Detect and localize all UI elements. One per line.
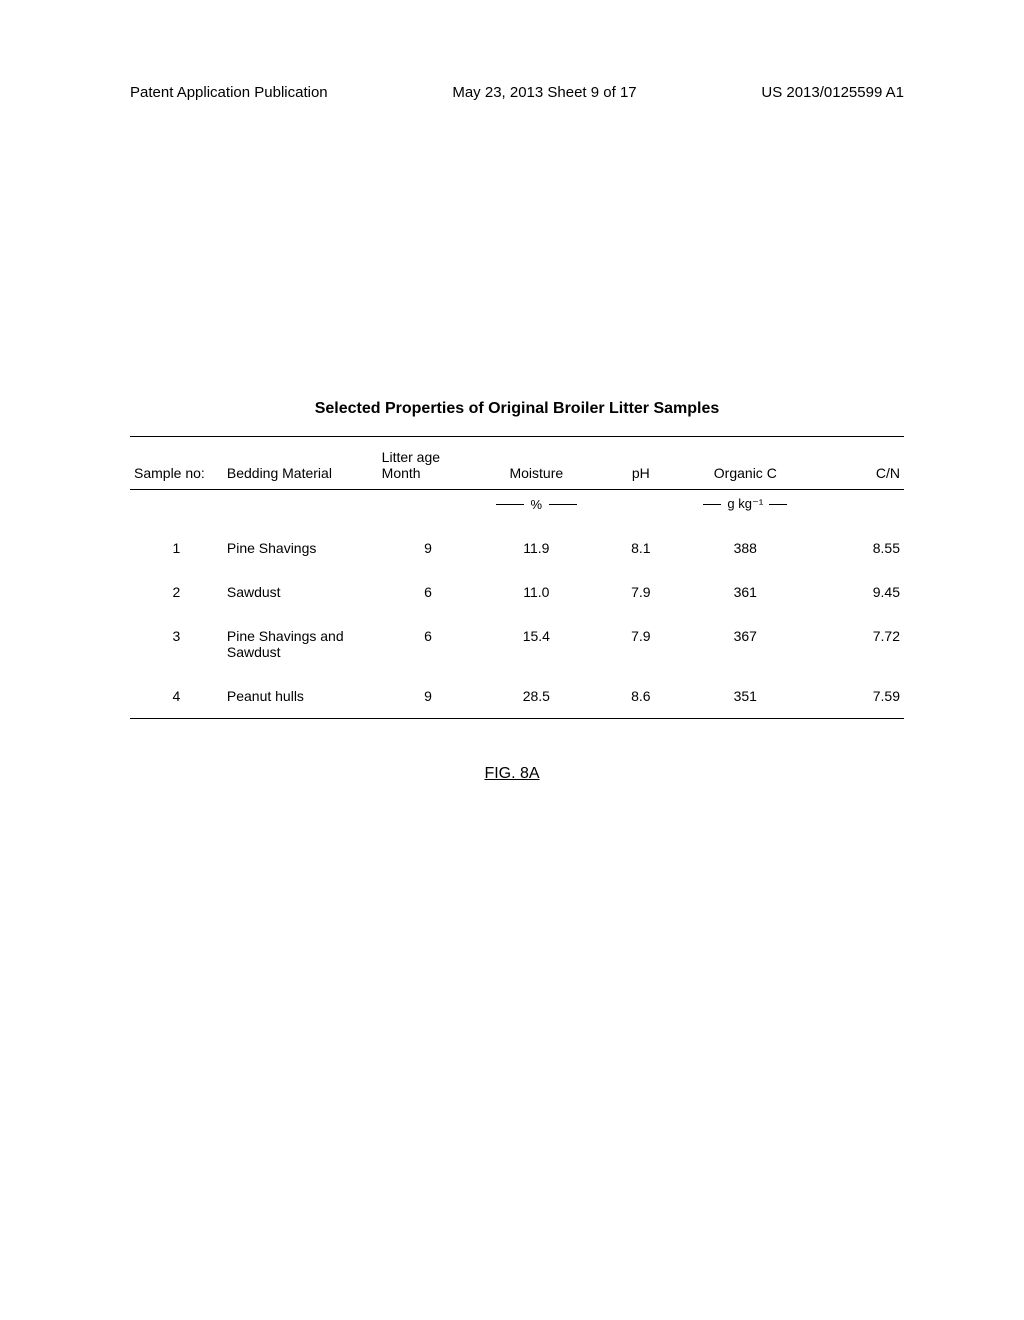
cell-cn: 7.72	[803, 614, 904, 674]
cell-cn: 8.55	[803, 526, 904, 570]
cell-organic: 351	[687, 674, 803, 719]
cell-moisture: 15.4	[478, 614, 594, 674]
cell-ph: 7.9	[594, 614, 687, 674]
figure-label: FIG. 8A	[0, 765, 1024, 783]
header-publication: Patent Application Publication	[130, 84, 328, 101]
cell-bedding: Sawdust	[223, 570, 378, 614]
unit-moisture: %	[531, 497, 543, 512]
cell-bedding: Pine Shavings	[223, 526, 378, 570]
cell-organic: 367	[687, 614, 803, 674]
table-container: Selected Properties of Original Broiler …	[130, 400, 904, 719]
page-header: Patent Application Publication May 23, 2…	[0, 84, 1024, 101]
cell-cn: 9.45	[803, 570, 904, 614]
cell-bedding: Pine Shavings and Sawdust	[223, 614, 378, 674]
cell-age: 9	[378, 526, 479, 570]
cell-sample-no: 1	[130, 526, 223, 570]
cell-moisture: 11.0	[478, 570, 594, 614]
table-row: 4 Peanut hulls 9 28.5 8.6 351 7.59	[130, 674, 904, 719]
col-header-bedding: Bedding Material	[223, 437, 378, 490]
cell-bedding: Peanut hulls	[223, 674, 378, 719]
cell-organic: 361	[687, 570, 803, 614]
cell-age: 6	[378, 614, 479, 674]
properties-table: Sample no: Bedding Material Litter age M…	[130, 436, 904, 719]
header-date-sheet: May 23, 2013 Sheet 9 of 17	[452, 84, 636, 101]
cell-ph: 7.9	[594, 570, 687, 614]
table-row: 3 Pine Shavings and Sawdust 6 15.4 7.9 3…	[130, 614, 904, 674]
cell-ph: 8.1	[594, 526, 687, 570]
cell-age: 6	[378, 570, 479, 614]
table-unit-row: % g kg⁻¹	[130, 490, 904, 527]
cell-moisture: 11.9	[478, 526, 594, 570]
unit-organic: g kg⁻¹	[727, 496, 763, 512]
table-row: 1 Pine Shavings 9 11.9 8.1 388 8.55	[130, 526, 904, 570]
col-header-moisture: Moisture	[478, 437, 594, 490]
cell-organic: 388	[687, 526, 803, 570]
table-title: Selected Properties of Original Broiler …	[130, 400, 904, 418]
table-header-row: Sample no: Bedding Material Litter age M…	[130, 437, 904, 490]
col-header-organic: Organic C	[687, 437, 803, 490]
cell-moisture: 28.5	[478, 674, 594, 719]
cell-age: 9	[378, 674, 479, 719]
col-header-ph: pH	[594, 437, 687, 490]
header-patent-number: US 2013/0125599 A1	[761, 84, 904, 101]
cell-cn: 7.59	[803, 674, 904, 719]
col-header-cn: C/N	[803, 437, 904, 490]
cell-sample-no: 4	[130, 674, 223, 719]
col-header-age: Litter age Month	[378, 437, 479, 490]
cell-sample-no: 2	[130, 570, 223, 614]
col-header-sample: Sample no:	[130, 437, 223, 490]
table-row: 2 Sawdust 6 11.0 7.9 361 9.45	[130, 570, 904, 614]
cell-sample-no: 3	[130, 614, 223, 674]
cell-ph: 8.6	[594, 674, 687, 719]
